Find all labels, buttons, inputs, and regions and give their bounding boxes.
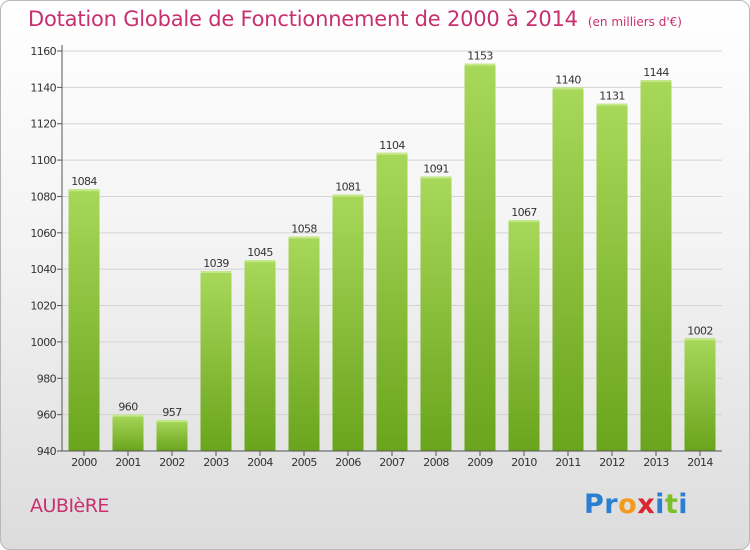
x-tick-label: 2008 xyxy=(423,456,449,469)
logo-letter: i xyxy=(678,489,689,520)
data-label: 1153 xyxy=(467,50,493,63)
y-tick-label: 940 xyxy=(37,445,57,458)
bar xyxy=(640,80,672,451)
y-tick-label: 1020 xyxy=(30,300,56,313)
data-label: 1058 xyxy=(291,222,317,235)
x-tick-label: 2002 xyxy=(159,456,185,469)
data-label: 1084 xyxy=(71,175,97,188)
bar-highlight xyxy=(156,420,188,423)
data-label: 1131 xyxy=(599,90,625,103)
bar xyxy=(684,338,716,451)
bar-highlight xyxy=(288,236,320,239)
y-tick-label: 1000 xyxy=(30,336,56,349)
data-label: 1039 xyxy=(203,257,229,270)
bar xyxy=(112,414,144,451)
y-tick-label: 960 xyxy=(37,409,57,422)
x-tick-label: 2012 xyxy=(599,456,625,469)
data-label: 1081 xyxy=(335,181,361,194)
bar-highlight xyxy=(112,414,144,417)
bar xyxy=(508,220,540,451)
bar-highlight xyxy=(464,63,496,66)
title-text: Dotation Globale de Fonctionnement de 20… xyxy=(28,7,578,31)
logo-letter: P xyxy=(584,489,605,520)
bar xyxy=(68,189,100,451)
data-labels: 1084 960 957 1039 1045 1058 1081 1104 1091 1153 10… xyxy=(71,50,713,419)
y-tick-label: 1140 xyxy=(30,81,56,94)
data-label: 1140 xyxy=(555,73,581,86)
y-tick-label: 1100 xyxy=(30,154,56,167)
bar xyxy=(156,420,188,451)
x-tick-label: 2004 xyxy=(247,456,273,469)
bar xyxy=(552,87,584,451)
bar-highlight xyxy=(508,220,540,223)
x-tick-label: 2001 xyxy=(115,456,141,469)
bar xyxy=(376,152,408,451)
x-tick-label: 2014 xyxy=(687,456,713,469)
x-tick-label: 2003 xyxy=(203,456,229,469)
x-tick-label: 2006 xyxy=(335,456,361,469)
logo-letter: r xyxy=(604,489,619,520)
data-label: 1091 xyxy=(423,162,449,175)
bar xyxy=(332,194,364,452)
y-tick-label: 980 xyxy=(37,372,57,385)
x-tick-label: 2009 xyxy=(467,456,493,469)
bar-highlight xyxy=(332,194,364,197)
chart-title: Dotation Globale de Fonctionnement de 20… xyxy=(28,7,682,31)
data-label: 1045 xyxy=(247,246,273,259)
logo-letter: x xyxy=(637,489,656,520)
data-label: 957 xyxy=(162,406,182,419)
y-tick-label: 1120 xyxy=(30,118,56,131)
commune-name: AUBIèRE xyxy=(30,495,109,517)
bar xyxy=(244,260,276,451)
y-tick-label: 1160 xyxy=(30,45,56,58)
bar-highlight xyxy=(596,103,628,106)
bar-highlight xyxy=(200,271,232,273)
logo-letter: i xyxy=(655,489,665,520)
bar-highlight xyxy=(68,189,100,192)
y-tick-label: 1080 xyxy=(30,190,56,203)
bar-highlight xyxy=(552,87,584,90)
bar xyxy=(200,271,232,451)
logo-letter: o xyxy=(618,489,638,520)
proxiti-logo[interactable]: Proxiti xyxy=(584,489,688,520)
bar xyxy=(464,63,496,452)
axes: 940 960 980 1000 1020 1040 1060 1080 1100 1120 114… xyxy=(30,45,722,469)
data-label: 1067 xyxy=(511,206,537,219)
x-tick-label: 2013 xyxy=(643,456,669,469)
bar xyxy=(596,103,628,452)
data-label: 1002 xyxy=(687,324,713,337)
data-label: 960 xyxy=(118,401,138,414)
x-tick-label: 2007 xyxy=(379,456,405,469)
data-label: 1144 xyxy=(643,66,669,79)
bars xyxy=(68,63,716,452)
y-tick-label: 1060 xyxy=(30,227,56,240)
bar xyxy=(288,236,320,451)
chart-subtitle: (en milliers d'€) xyxy=(587,15,682,29)
data-label: 1104 xyxy=(379,139,405,152)
x-tick-label: 2011 xyxy=(555,456,581,469)
x-tick-label: 2010 xyxy=(511,456,537,469)
x-tick-label: 2000 xyxy=(71,456,97,469)
bar xyxy=(420,176,452,452)
logo-letter: t xyxy=(664,489,679,520)
bar-highlight xyxy=(684,338,716,341)
bar-highlight xyxy=(420,176,452,179)
bar-highlight xyxy=(376,152,408,155)
bar-highlight xyxy=(640,80,672,83)
y-tick-label: 1040 xyxy=(30,263,56,276)
x-tick-label: 2005 xyxy=(291,456,317,469)
bar-highlight xyxy=(244,260,276,263)
